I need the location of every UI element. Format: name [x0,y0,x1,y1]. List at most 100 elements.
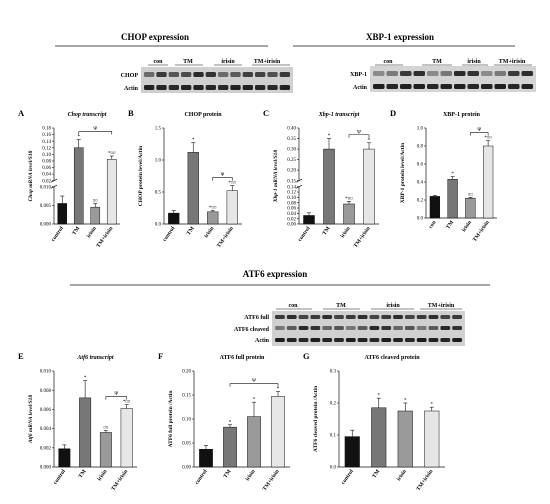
blot-band [467,84,479,89]
y-tick-label: 1.0 [417,127,424,132]
significance-mark: * [84,376,87,381]
y-tick-label: 0.000 [40,466,52,471]
blot-band [427,84,439,89]
chop-lane-label: TM [183,59,193,65]
chart-title: ATF6 cleaved protein [364,355,420,361]
x-tick-label: TM+irisin [472,220,491,243]
y-tick-label: 0.5 [155,191,162,196]
chart-title: ATF6 full protein [220,355,265,361]
x-tick-label: control [53,468,68,486]
bar [363,148,375,225]
x-tick-label: irisin [396,469,408,482]
y-tick-label: 0.3 [330,370,337,375]
blot-band [381,315,392,319]
comparison-bracket [212,177,233,181]
y-tick-label: 0.006 [40,408,52,413]
x-tick-label: irisin [86,226,98,239]
y-tick-label: 0.002 [40,446,52,451]
blot-band [481,71,493,76]
y-axis-label: Atf6 mRNA level/S18 [28,395,34,445]
blot-band [494,71,506,76]
blot-band [452,338,462,342]
y-tick-label: 0.1 [330,434,337,439]
x-tick-label: control [194,468,209,486]
blot-band [413,71,425,76]
blot-band [156,72,167,77]
chart-panel-f: F ATF6 full protein ATF6 full protein /Act… [158,351,290,492]
bar [226,190,238,225]
y-tick-label: 0.10 [182,418,191,423]
blot-band [334,338,344,342]
y-tick-label: 0.14 [287,185,296,190]
blot-band [454,84,466,89]
bar [303,215,315,225]
y-tick-label: 0.0 [417,217,424,222]
y-tick-label: 0.25 [287,158,296,163]
y-axis: 0.0 0.5 1.0 1.5 [155,127,165,228]
chart-panel-d: D XBP-1 protein XBP-1 protein level/Actin 0… [390,108,497,243]
atf6-blot: con TM irisin TM+irisin ATF6 full ATF6 c… [234,303,465,346]
y-tick-label: 0.00 [182,466,191,471]
y-tick-label: 0.15 [287,179,296,184]
blot-band [393,338,403,342]
y-tick-label: 0.02 [287,217,296,222]
blot-band [345,338,356,342]
panel-letter: B [128,108,134,118]
chart-panel-g: G ATF6 cleaved protein ATF6 cleaved protei… [303,351,445,492]
panel-letter: C [263,108,269,118]
significance-mark: * [404,399,407,404]
blot-band [322,315,333,319]
bar [79,397,92,468]
comparison-bracket [78,131,113,135]
blot-band [428,326,439,330]
y-axis-label: XBP-1 protein level/Actin [400,143,406,203]
y-axis: 0.0000.0050.0100.020.040.060.080.100.120… [40,127,58,228]
chop-row-label: CHOP [121,73,139,79]
blot-band [345,326,356,330]
blot-band [193,72,204,77]
chop-lane-label: con [154,59,164,65]
x-tick-label: irisin [340,226,352,239]
blot-band [218,85,229,90]
y-axis-label: Chop mRNA level/S18 [28,150,34,201]
bar [424,410,440,468]
blot-band [242,72,253,77]
y-axis: 0.000.020.040.060.080.100.120.140.15 0.20… [287,127,303,228]
blot-band [386,71,398,76]
y-tick-label: 0.20 [182,370,191,375]
y-axis: 0.00 0.05 0.10 0.15 0.20 [182,370,195,471]
blot-band [144,85,155,90]
x-tick-label: TM [223,468,233,479]
x-tick-label: irisin [461,220,473,233]
bar [344,436,360,468]
blot-band [205,72,216,77]
x-tick-label: TM+irisin [96,226,115,249]
chart-panel-b: B CHOP protein CHOP protein level/Actin 0.0… [128,108,242,249]
atf6-lane-label: TM [336,303,346,309]
chart-panel-c: C Xbp-1 transcript Xbp-1 mRNA level/S18 0.0… [263,108,379,249]
blot-band [267,85,278,90]
blot-band [286,315,297,319]
blot-band [242,85,253,90]
chop-expression-header: CHOP expression [121,32,189,42]
atf6-expression-header: ATF6 expression [243,269,307,279]
bar [271,396,285,468]
y-tick-label: 0.06 [42,166,51,171]
y-tick-label: 0.35 [287,137,296,142]
blot-band [369,326,380,330]
significance-mark: *¤¤ [209,206,217,211]
bracket-mark: Ψ [252,379,256,384]
blot-band [181,72,192,77]
y-tick-label: 0.0 [155,223,162,228]
blot-band [467,71,479,76]
bar [168,212,180,225]
y-axis-label: ATF6 cleaved protein /Actin [313,386,319,452]
bar [223,426,237,468]
bar [73,147,84,225]
xbp1-lane-label: TM [432,59,442,65]
y-tick-label: 0.40 [287,127,296,132]
bracket-mark: Ψ [221,173,225,178]
blot-band [205,85,216,90]
blot-band [369,315,380,319]
